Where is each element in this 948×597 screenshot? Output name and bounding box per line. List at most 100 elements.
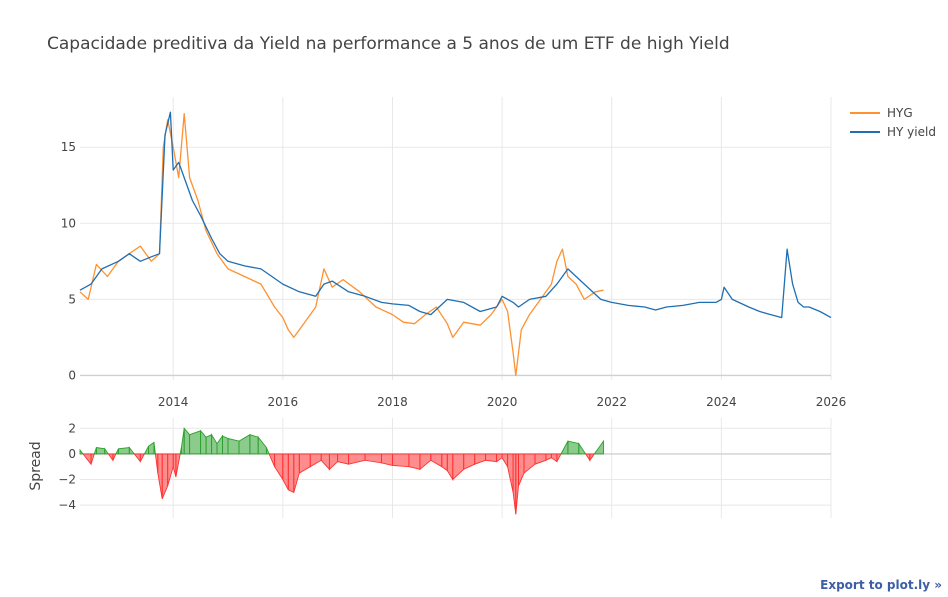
spread-negative-area: [381, 453, 393, 466]
top-y-axis: 0 5 10 15: [61, 140, 76, 382]
spread-positive-area: [79, 448, 84, 455]
spread-negative-area: [268, 453, 276, 467]
price-lines: [79, 111, 832, 377]
spread-negative-area: [452, 453, 465, 481]
x-tick-label: 2020: [487, 395, 518, 409]
spread-negative-area: [584, 453, 591, 462]
series-line-hyg: [79, 113, 604, 377]
spread-negative-area: [309, 453, 322, 468]
spread-positive-area: [567, 440, 580, 455]
spread-positive-area: [95, 446, 106, 455]
spread-positive-area: [200, 429, 207, 455]
spread-negative-area: [550, 453, 558, 463]
spread-positive-area: [183, 427, 191, 455]
spread-negative-area: [485, 453, 498, 463]
spread-negative-area: [556, 453, 562, 462]
spread-positive-area: [104, 447, 110, 455]
x-tick-label: 2022: [596, 395, 627, 409]
bottom-y-tick-label: −2: [58, 473, 76, 487]
spread-negative-area: [589, 453, 596, 462]
spread-negative-area: [364, 453, 382, 464]
spread-negative-area: [446, 453, 454, 482]
top-y-tick-label: 15: [61, 140, 76, 154]
x-axis: 2014 2016 2018 2020 2022 2024 2026: [158, 395, 846, 409]
spread-positive-area: [211, 433, 218, 455]
top-y-tick-label: 5: [68, 292, 76, 306]
bottom-y-tick-label: 0: [68, 447, 76, 461]
spread-negative-area: [161, 453, 169, 499]
spread-negative-area: [534, 453, 547, 465]
spread-positive-area: [205, 434, 213, 455]
spread-negative-area: [430, 453, 443, 468]
spread-positive-area: [216, 434, 223, 455]
spread-negative-area: [408, 453, 421, 470]
spread-negative-area: [157, 453, 163, 499]
spread-positive-area: [153, 442, 156, 455]
bottom-y-axis: 2 0 −2 −4: [58, 421, 76, 512]
spread-negative-area: [298, 453, 311, 474]
spread-positive-area: [143, 445, 149, 455]
spread-negative-area: [474, 453, 487, 465]
x-tick-label: 2014: [158, 395, 189, 409]
spread-negative-area: [90, 453, 95, 465]
bottom-y-tick-label: −4: [58, 498, 76, 512]
top-y-tick-label: 10: [61, 216, 76, 230]
legend-item-hyg[interactable]: HYG: [850, 106, 913, 120]
spread-positive-area: [128, 446, 136, 455]
x-tick-label: 2026: [816, 395, 847, 409]
spread-positive-area: [238, 433, 251, 455]
spread-negative-area: [348, 453, 366, 465]
spread-negative-area: [328, 453, 339, 471]
top-panel-grid: [80, 97, 832, 380]
spread-fill: [79, 427, 604, 515]
spread-negative-area: [518, 453, 525, 487]
legend-item-hy-yield[interactable]: HY yield: [850, 125, 936, 139]
spread-positive-area: [249, 434, 259, 455]
spread-negative-area: [507, 453, 514, 493]
spread-negative-area: [320, 453, 330, 471]
spread-negative-area: [523, 453, 536, 475]
legend-label: HYG: [887, 106, 913, 120]
top-y-tick-label: 0: [68, 368, 76, 382]
x-tick-label: 2016: [268, 395, 299, 409]
bottom-y-tick-label: 2: [68, 421, 76, 435]
spread-negative-area: [133, 453, 141, 463]
spread-positive-area: [560, 440, 569, 455]
spread-negative-area: [287, 453, 295, 494]
spread-positive-area: [265, 447, 270, 455]
spread-negative-area: [175, 453, 181, 478]
chart-title: Capacidade preditiva da Yield na perform…: [47, 34, 730, 54]
spread-negative-area: [545, 453, 552, 462]
spread-negative-area: [501, 453, 509, 469]
spread-negative-area: [293, 453, 300, 493]
legend[interactable]: HYG HY yield: [850, 106, 936, 139]
spread-negative-area: [419, 453, 432, 471]
x-tick-label: 2018: [377, 395, 408, 409]
spread-positive-area: [578, 442, 587, 455]
spread-negative-area: [82, 453, 92, 466]
x-tick-label: 2024: [706, 395, 737, 409]
legend-label: HY yield: [887, 125, 936, 139]
spread-negative-area: [337, 453, 350, 465]
spread-negative-area: [441, 453, 448, 472]
spread-negative-area: [463, 453, 476, 471]
spread-negative-area: [392, 453, 410, 468]
spread-positive-area: [257, 435, 267, 455]
spread-negative-area: [496, 453, 503, 463]
spread-positive-area: [148, 441, 155, 455]
export-to-plotly-link[interactable]: Export to plot.ly »: [820, 578, 942, 592]
spread-axis-title: Spread: [28, 441, 44, 490]
spread-positive-area: [117, 446, 130, 455]
spread-negative-area: [112, 453, 117, 461]
spread-negative-area: [139, 453, 146, 462]
spread-negative-area: [274, 453, 284, 482]
spread-negative-area: [107, 453, 114, 462]
spread-positive-area: [189, 430, 202, 455]
spread-positive-area: [593, 439, 604, 455]
spread-negative-area: [167, 453, 174, 487]
spread-positive-area: [227, 437, 240, 455]
series-line-hy-yield: [79, 111, 832, 319]
spread-positive-area: [222, 435, 229, 455]
spread-negative-area: [282, 453, 289, 491]
